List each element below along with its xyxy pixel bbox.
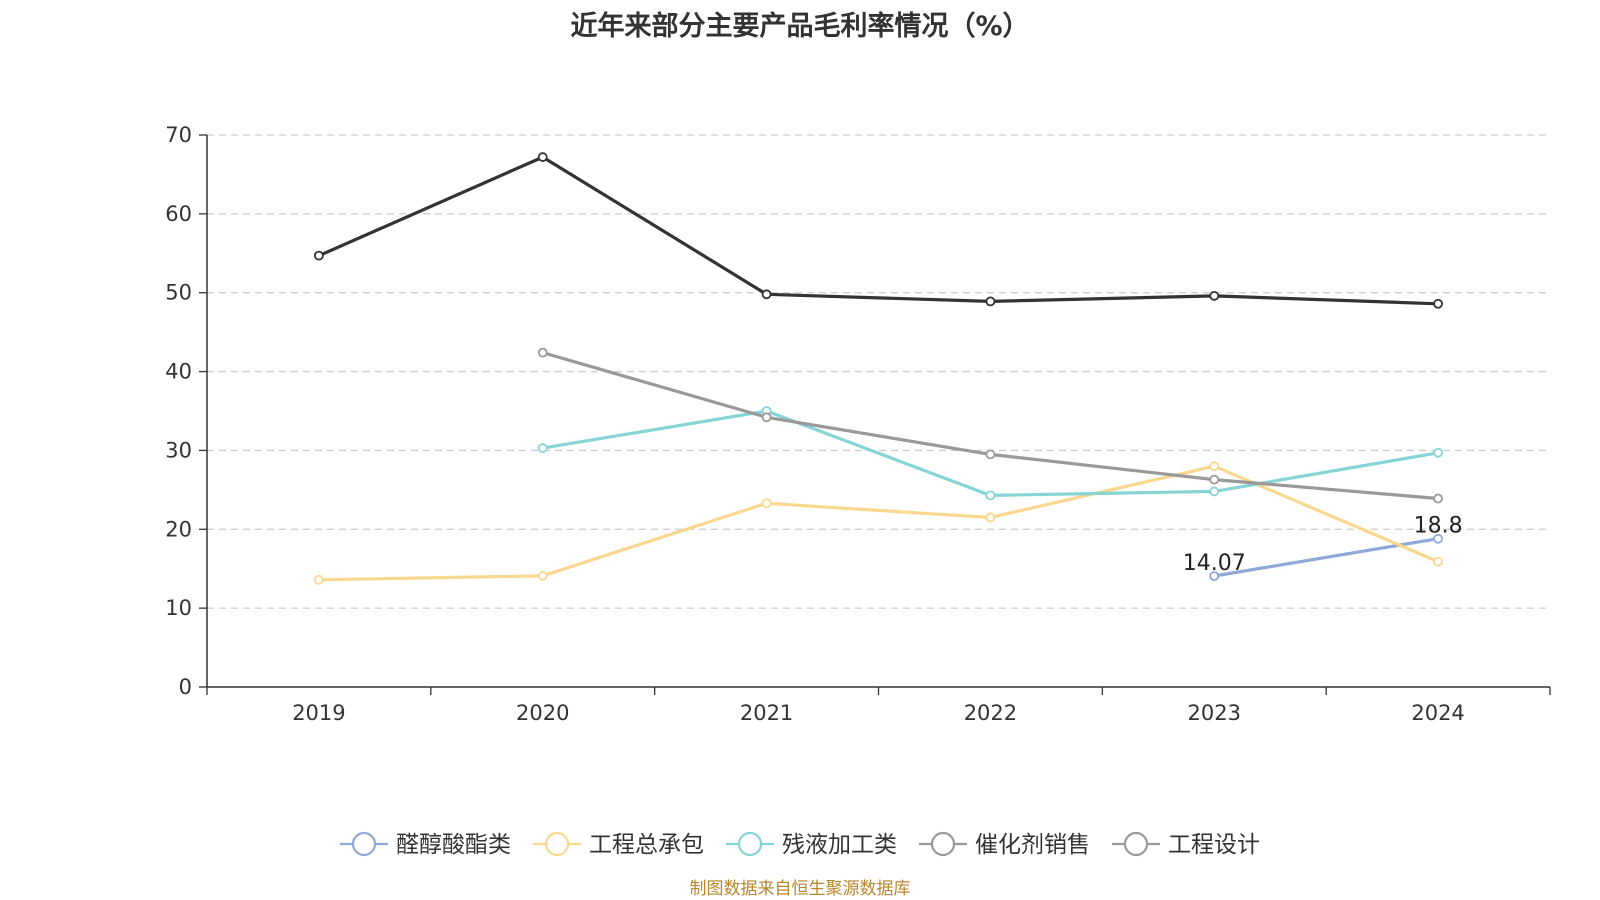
data-label: 18.8 xyxy=(1414,514,1463,539)
data-point xyxy=(1209,486,1220,497)
legend-label: 工程设计 xyxy=(1168,832,1260,858)
gridlines xyxy=(207,134,1550,609)
legend-marker xyxy=(351,831,377,857)
legend-label: 工程总承包 xyxy=(589,832,704,858)
x-tick-label: 2023 xyxy=(1188,701,1241,725)
y-tick-label: 30 xyxy=(165,438,192,462)
data-point xyxy=(1209,290,1220,301)
legend-item: 工程总承包 xyxy=(533,831,704,858)
data-point xyxy=(1209,571,1220,581)
y-tick-label: 70 xyxy=(165,123,192,147)
legend-item: 工程设计 xyxy=(1112,831,1260,858)
data-point xyxy=(1433,556,1443,567)
data-point xyxy=(314,250,324,261)
legend-label: 残液加工类 xyxy=(782,832,897,858)
legend-label: 催化剂销售 xyxy=(975,832,1090,858)
legend: 醛醇酸酯类 工程总承包 残液加工类 催化剂销售 工程设计 xyxy=(340,831,1260,858)
data-point xyxy=(985,490,996,501)
legend-marker xyxy=(737,831,763,857)
x-tick-label: 2020 xyxy=(516,701,569,725)
data-point xyxy=(537,152,548,162)
data-label: 14.07 xyxy=(1183,551,1246,576)
data-point xyxy=(537,570,548,581)
x-tick-label: 2019 xyxy=(292,701,345,725)
legend-item: 残液加工类 xyxy=(726,831,897,858)
y-tick-label: 10 xyxy=(165,596,192,620)
data-point xyxy=(985,449,996,460)
series-line-0 xyxy=(1214,537,1439,578)
data-point xyxy=(314,574,324,585)
legend-label: 醛醇酸酯类 xyxy=(396,832,511,858)
y-tick-label: 50 xyxy=(165,281,192,305)
legend-marker xyxy=(1123,831,1149,857)
axes: 0 10 20 30 40 50 60 70 2019 2020 2021 2022 2023 2024 xyxy=(165,123,1551,725)
data-point xyxy=(761,412,772,423)
chart-title: 近年来部分主要产品毛利率情况（%） xyxy=(570,11,1030,42)
data-point xyxy=(537,443,548,453)
data-point xyxy=(1433,533,1443,544)
data-point xyxy=(537,347,548,358)
y-tick-label: 60 xyxy=(165,202,192,226)
legend-item: 催化剂销售 xyxy=(919,831,1090,858)
series-line-3 xyxy=(318,155,1439,306)
source-note: 制图数据来自恒生聚源数据库 xyxy=(689,879,911,899)
legend-marker xyxy=(544,831,570,857)
y-tick-label: 40 xyxy=(165,360,192,384)
series-lines xyxy=(314,152,1443,585)
data-point xyxy=(761,289,772,300)
data-point xyxy=(985,296,996,307)
data-point xyxy=(1209,461,1220,472)
data-point xyxy=(761,498,772,509)
data-point xyxy=(1433,298,1443,309)
legend-marker xyxy=(930,831,956,857)
data-labels: 14.07 18.8 xyxy=(1183,514,1463,576)
data-point xyxy=(1433,493,1443,504)
x-tick-label: 2022 xyxy=(964,701,1017,725)
x-tick-label: 2024 xyxy=(1411,701,1464,725)
y-tick-label: 0 xyxy=(179,675,192,699)
data-point xyxy=(1209,474,1220,485)
legend-item: 醛醇酸酯类 xyxy=(340,831,511,858)
x-tick-label: 2021 xyxy=(740,701,793,725)
y-tick-label: 20 xyxy=(165,517,192,541)
data-point xyxy=(1433,447,1443,458)
data-point xyxy=(985,512,996,523)
